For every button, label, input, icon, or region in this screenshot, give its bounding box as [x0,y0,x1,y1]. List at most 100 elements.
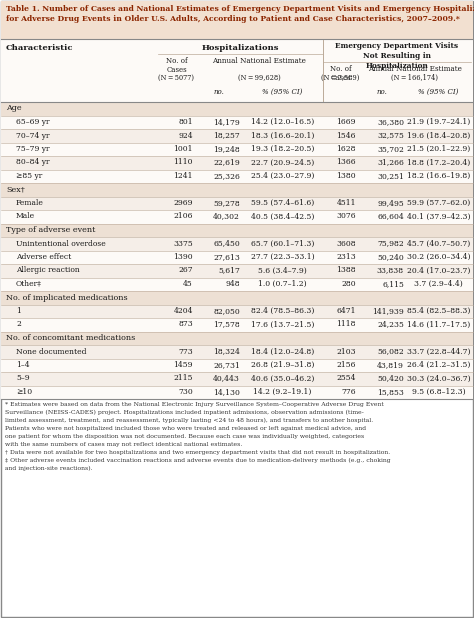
Text: 5.6 (3.4–7.9): 5.6 (3.4–7.9) [258,266,307,274]
Text: 27,613: 27,613 [213,253,240,261]
Text: 1241: 1241 [173,172,193,180]
Text: 1669: 1669 [337,118,356,126]
Text: 56,082: 56,082 [377,347,404,355]
Text: 267: 267 [178,266,193,274]
Text: 14.6 (11.7–17.5): 14.6 (11.7–17.5) [407,321,470,329]
Text: No. of
Cases: No. of Cases [166,57,187,74]
Bar [1,1,473,39]
Text: 30.3 (24.0–36.7): 30.3 (24.0–36.7) [407,375,470,383]
Text: 14.2 (9.2–19.1): 14.2 (9.2–19.1) [253,388,312,396]
Text: 1001: 1001 [173,145,193,153]
Bar [1,197,473,210]
Bar [1,116,473,129]
Bar [1,250,473,264]
Text: 1546: 1546 [337,132,356,140]
Text: 26.8 (21.9–31.8): 26.8 (21.9–31.8) [251,361,314,369]
Text: 30,251: 30,251 [377,172,404,180]
Text: ‡ Other adverse events included vaccination reactions and adverse events due to : ‡ Other adverse events included vaccinat… [5,458,391,464]
Text: 65,450: 65,450 [213,240,240,247]
Text: Characteristic: Characteristic [6,44,73,52]
Text: 9.5 (6.8–12.3): 9.5 (6.8–12.3) [412,388,465,396]
Text: Male: Male [16,213,35,221]
Text: 730: 730 [178,388,193,396]
Text: 27.7 (22.3–33.1): 27.7 (22.3–33.1) [251,253,314,261]
Text: 20.4 (17.0–23.7): 20.4 (17.0–23.7) [407,266,470,274]
Text: 801: 801 [178,118,193,126]
Bar [1,183,473,197]
Text: 2313: 2313 [336,253,356,261]
Bar [1,102,473,116]
Bar [1,291,473,305]
Text: 2115: 2115 [173,375,193,383]
Text: 5,617: 5,617 [218,266,240,274]
Text: 59,278: 59,278 [213,199,240,207]
Bar [1,331,473,345]
Bar [1,305,473,318]
Text: 776: 776 [341,388,356,396]
Text: Adverse effect: Adverse effect [16,253,71,261]
Bar [1,345,473,358]
Text: 1628: 1628 [337,145,356,153]
Text: 1390: 1390 [173,253,193,261]
Text: 280: 280 [341,280,356,288]
Text: 33,838: 33,838 [377,266,404,274]
Text: (N = 99,628): (N = 99,628) [237,74,281,82]
Bar [1,237,473,250]
Text: 59.5 (57.4–61.6): 59.5 (57.4–61.6) [251,199,314,207]
Text: for Adverse Drug Events in Older U.S. Adults, According to Patient and Case Char: for Adverse Drug Events in Older U.S. Ad… [6,15,460,23]
Text: ≥10: ≥10 [16,388,32,396]
Text: % (95% CI): % (95% CI) [262,88,303,96]
Text: 141,939: 141,939 [372,307,404,315]
Text: % (95% CI): % (95% CI) [419,88,459,96]
Text: 3076: 3076 [337,213,356,221]
Text: Hospitalizations: Hospitalizations [202,44,279,52]
Text: None documented: None documented [16,347,86,355]
Text: 40.1 (37.9–42.3): 40.1 (37.9–42.3) [407,213,470,221]
Text: no.: no. [213,88,224,96]
Text: 25.4 (23.0–27.9): 25.4 (23.0–27.9) [251,172,314,180]
Text: 22,619: 22,619 [213,158,240,166]
Text: 17.6 (13.7–21.5): 17.6 (13.7–21.5) [251,321,314,329]
Text: 18,257: 18,257 [213,132,240,140]
Bar [1,143,473,156]
Bar [1,372,473,386]
Text: 18.2 (16.6–19.8): 18.2 (16.6–19.8) [407,172,470,180]
Text: 2969: 2969 [173,199,193,207]
Text: 773: 773 [178,347,193,355]
Bar [1,169,473,183]
Text: 2156: 2156 [337,361,356,369]
Text: 1388: 1388 [337,266,356,274]
Text: 25,326: 25,326 [213,172,240,180]
Text: 3375: 3375 [173,240,193,247]
Bar [1,264,473,277]
Text: 33.7 (22.8–44.7): 33.7 (22.8–44.7) [407,347,470,355]
Text: (N = 166,174): (N = 166,174) [391,74,438,82]
Text: Other‡: Other‡ [16,280,42,288]
Text: 1: 1 [16,307,21,315]
Text: 18.3 (16.6–20.1): 18.3 (16.6–20.1) [251,132,314,140]
Text: 21.5 (20.1–22.9): 21.5 (20.1–22.9) [407,145,470,153]
Text: 2: 2 [16,321,21,329]
Text: limited assessment, treatment, and reassessment, typically lasting <24 to 48 hou: limited assessment, treatment, and reass… [5,418,373,423]
Text: 50,240: 50,240 [377,253,404,261]
Text: 22.7 (20.9–24.5): 22.7 (20.9–24.5) [251,158,314,166]
Text: 43,819: 43,819 [377,361,404,369]
Text: 40.6 (35.0–46.2): 40.6 (35.0–46.2) [251,375,314,383]
Text: 45: 45 [183,280,193,288]
Text: 19.6 (18.4–20.8): 19.6 (18.4–20.8) [407,132,470,140]
Text: 65–69 yr: 65–69 yr [16,118,49,126]
Text: 21.9 (19.7–24.1): 21.9 (19.7–24.1) [407,118,470,126]
Text: No. of implicated medications: No. of implicated medications [6,294,128,302]
Text: Age: Age [6,104,22,112]
Text: Patients who were not hospitalized included those who were treated and released : Patients who were not hospitalized inclu… [5,426,366,431]
Text: 24,235: 24,235 [377,321,404,329]
Text: 6,115: 6,115 [382,280,404,288]
Bar [1,224,473,237]
Text: Unintentional overdose: Unintentional overdose [16,240,106,247]
Text: 1459: 1459 [173,361,193,369]
Text: 19.3 (18.2–20.5): 19.3 (18.2–20.5) [251,145,314,153]
Text: No. of concomitant medications: No. of concomitant medications [6,334,135,342]
Text: 75,982: 75,982 [377,240,404,247]
Bar [1,40,473,102]
Text: 85.4 (82.5–88.3): 85.4 (82.5–88.3) [407,307,470,315]
